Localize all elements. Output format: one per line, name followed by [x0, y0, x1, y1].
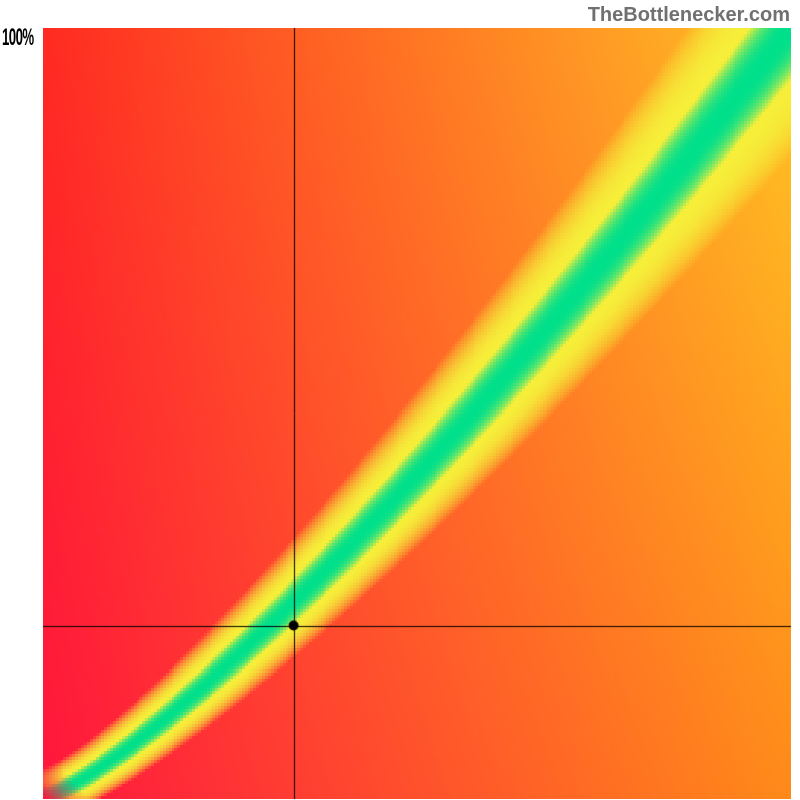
y-axis-tick-100: 100% [2, 24, 34, 52]
chart-container: TheBottlenecker.com 100% [0, 0, 800, 800]
bottleneck-heatmap [0, 0, 800, 800]
attribution-label: TheBottlenecker.com [588, 4, 790, 27]
